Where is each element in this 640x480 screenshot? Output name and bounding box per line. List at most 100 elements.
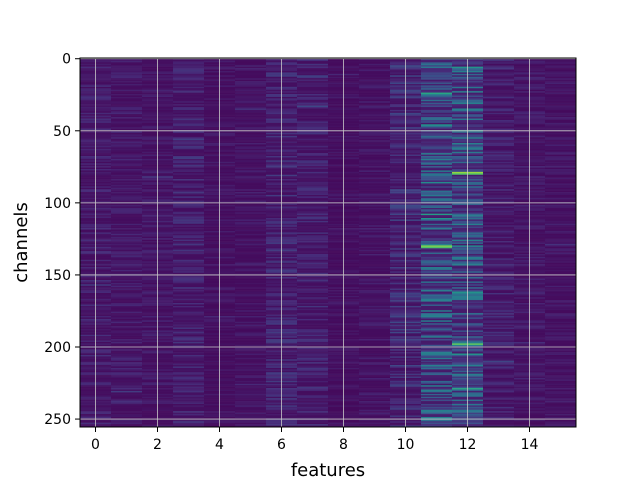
heatmap-cell [421, 252, 453, 255]
heatmap-cell [483, 388, 515, 390]
heatmap-cell [235, 81, 267, 83]
heatmap-cell [235, 144, 267, 147]
heatmap-cell [545, 294, 577, 297]
heatmap-cell [483, 353, 515, 356]
heatmap-cell [235, 86, 267, 89]
heatmap-cell [359, 101, 391, 103]
heatmap-cell [359, 187, 391, 190]
heatmap-cell [545, 89, 577, 92]
y-tick-label: 50 [53, 124, 71, 140]
heatmap-cell [359, 255, 391, 258]
heatmap-cell [235, 141, 267, 144]
heatmap-cell [111, 277, 143, 279]
heatmap-cell [173, 353, 205, 356]
heatmap-cell [111, 173, 143, 176]
heatmap-cell [421, 334, 453, 337]
heatmap-cell [235, 406, 267, 409]
heatmap-cell [359, 94, 391, 96]
heatmap-cell [173, 282, 205, 285]
heatmap-cell [235, 194, 267, 197]
heatmap-cell [483, 141, 515, 144]
heatmap-cell [297, 138, 329, 141]
heatmap-cell [421, 360, 453, 363]
heatmap-cell [297, 239, 329, 242]
heatmap-cell [545, 350, 577, 353]
heatmap-cell [545, 186, 577, 189]
heatmap-cell [421, 212, 453, 214]
heatmap-cell [545, 366, 577, 369]
heatmap-cell [545, 409, 577, 412]
heatmap-cell [173, 76, 205, 79]
heatmap-cell [235, 317, 267, 320]
heatmap-cell [111, 112, 143, 115]
heatmap-cell [421, 412, 453, 415]
heatmap-cell [421, 375, 453, 377]
heatmap-cell [483, 190, 515, 193]
heatmap-cell [173, 88, 205, 91]
heatmap-cell [297, 193, 329, 196]
heatmap-cell [421, 327, 453, 330]
heatmap-cell [173, 365, 205, 367]
heatmap-cell [173, 154, 205, 157]
heatmap-cell [111, 422, 143, 425]
heatmap-cell [483, 194, 515, 197]
heatmap-cell [297, 176, 329, 178]
heatmap-cell [173, 258, 205, 261]
heatmap-cell [421, 156, 453, 158]
heatmap-cell [545, 161, 577, 164]
heatmap-cell [545, 399, 577, 402]
heatmap-cell [297, 238, 329, 240]
heatmap-cell [235, 171, 267, 174]
heatmap-cell [111, 218, 143, 220]
heatmap-cell [111, 199, 143, 201]
heatmap-cell [359, 311, 391, 314]
heatmap-cell [545, 277, 577, 279]
heatmap-cell [421, 313, 453, 315]
heatmap-cell [545, 233, 577, 236]
heatmap-cell [111, 326, 143, 328]
heatmap-cell [545, 301, 577, 304]
heatmap-cell [545, 183, 577, 186]
heatmap-cell [111, 115, 143, 118]
heatmap-cell [297, 339, 329, 341]
heatmap-cell [297, 215, 329, 217]
heatmap-cell [297, 308, 329, 311]
heatmap-cell [173, 222, 205, 225]
heatmap-cell [545, 121, 577, 124]
heatmap-cell [111, 303, 143, 305]
heatmap-cell [359, 148, 391, 151]
heatmap-cell [173, 388, 205, 390]
heatmap-cell [545, 193, 577, 196]
heatmap-cell [545, 167, 577, 170]
heatmap-cell [173, 218, 205, 220]
heatmap-cell [235, 70, 267, 73]
heatmap-cell [545, 190, 577, 193]
heatmap-cell [483, 340, 515, 343]
heatmap-cell [545, 339, 577, 341]
heatmap-cell [297, 366, 329, 369]
heatmap-cell [421, 141, 453, 144]
heatmap-cell [173, 349, 205, 351]
heatmap-cell [359, 199, 391, 201]
heatmap-cell [235, 393, 267, 396]
heatmap-cell [173, 131, 205, 134]
heatmap-cell [483, 258, 515, 261]
heatmap-cell [297, 376, 329, 379]
heatmap-cell [111, 78, 143, 80]
heatmap-cell [545, 382, 577, 385]
heatmap-cell [421, 176, 453, 178]
heatmap-cell [173, 284, 205, 287]
heatmap-cell [235, 285, 267, 288]
heatmap-cell [359, 177, 391, 180]
heatmap-cell [235, 108, 267, 111]
heatmap-cell [359, 89, 391, 92]
heatmap-cell [173, 109, 205, 112]
heatmap-cell [111, 81, 143, 83]
heatmap-cell [483, 297, 515, 300]
heatmap-cell [483, 390, 515, 393]
heatmap-cell [421, 184, 453, 187]
heatmap-cell [545, 405, 577, 408]
heatmap-cell [545, 258, 577, 261]
heatmap-cell [235, 140, 267, 142]
heatmap-cell [545, 246, 577, 249]
